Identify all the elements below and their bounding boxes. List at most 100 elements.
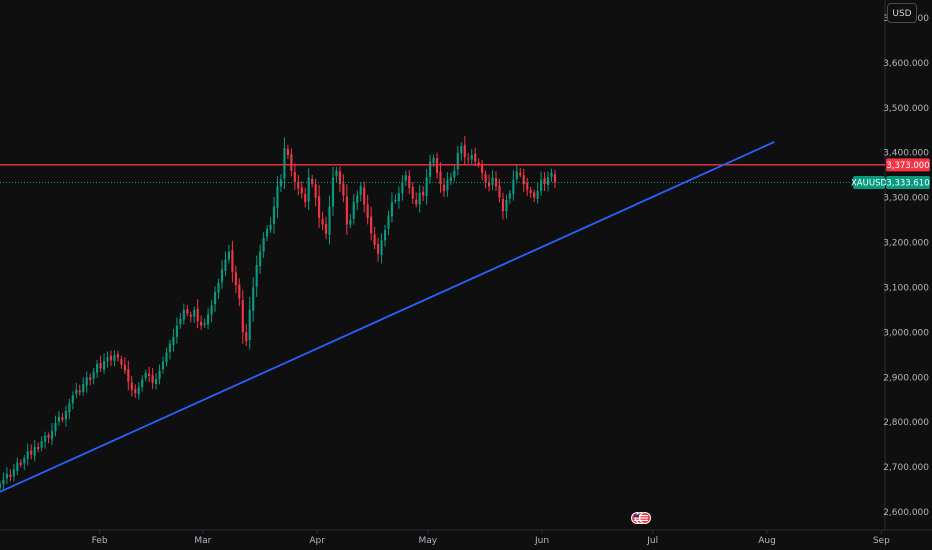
candle [349, 214, 352, 229]
candle [394, 194, 397, 204]
time-tick-label: Mar [194, 536, 211, 546]
candle [179, 312, 182, 329]
candle [248, 297, 251, 350]
price-tick-label: 2,900.000 [883, 373, 929, 383]
candle [165, 347, 168, 367]
candle [380, 233, 383, 264]
price-tick-label: 3,500.000 [883, 104, 929, 114]
candle [338, 166, 341, 193]
candle [40, 436, 43, 452]
candle [418, 184, 421, 213]
candle [89, 373, 92, 386]
candle [390, 192, 394, 223]
candle [109, 350, 113, 367]
trendline[interactable] [0, 141, 775, 493]
candle [314, 178, 317, 207]
candle [57, 410, 61, 426]
candle [220, 260, 224, 289]
candle [151, 368, 154, 390]
candle [463, 136, 466, 165]
candle [481, 160, 484, 181]
candle [68, 398, 71, 420]
candle [335, 166, 338, 183]
last-price-badge: 3,333.610 [886, 176, 930, 190]
candle [422, 186, 425, 201]
candle [241, 290, 244, 344]
candle [533, 189, 536, 203]
candle [276, 176, 279, 219]
candle [487, 174, 491, 192]
price-tick-label: 3,000.000 [883, 328, 929, 338]
candle [311, 174, 314, 188]
candle [259, 244, 262, 275]
candle [373, 226, 376, 250]
candle [54, 415, 57, 437]
candle [494, 171, 498, 191]
candle [37, 442, 40, 453]
candle [196, 299, 199, 329]
candle [158, 364, 161, 385]
candle [411, 182, 414, 204]
time-tick-label: Sep [873, 536, 890, 546]
candle [546, 171, 550, 192]
candle [505, 194, 508, 219]
candle [189, 311, 192, 323]
candle [536, 182, 539, 204]
candle [50, 423, 54, 446]
candle [553, 169, 557, 189]
price-tick-label: 2,700.000 [883, 463, 929, 473]
candle [2, 472, 5, 491]
candle [352, 194, 355, 225]
us-flag-events-icon[interactable] [631, 512, 651, 524]
candle [47, 432, 50, 444]
candle [238, 278, 241, 307]
candle [408, 170, 411, 194]
price-tick-label: 3,600.000 [883, 59, 929, 69]
candle [467, 152, 470, 164]
candle [449, 172, 452, 186]
candle [123, 357, 126, 374]
time-tick-label: May [418, 536, 437, 546]
candle [540, 171, 543, 196]
currency-button[interactable]: USD [887, 3, 917, 23]
time-tick-label: Aug [758, 536, 776, 546]
candle [439, 162, 442, 193]
candle [64, 405, 67, 427]
candle [272, 196, 276, 234]
candle [453, 165, 456, 182]
candle [61, 412, 64, 423]
candle [231, 240, 234, 283]
candle [0, 481, 2, 491]
candle [359, 181, 362, 202]
candle [130, 375, 133, 397]
candle [144, 369, 147, 382]
candle [446, 172, 449, 197]
candle [168, 339, 172, 360]
candle [460, 142, 463, 161]
candle [269, 217, 272, 233]
candle [71, 391, 74, 410]
candle [328, 195, 331, 245]
candle [120, 355, 123, 369]
candle [127, 360, 130, 391]
time-tick-label: Apr [309, 536, 325, 546]
candle [161, 356, 165, 374]
candle [519, 167, 522, 178]
price-tick-label: 3,300.000 [883, 194, 929, 204]
candle [155, 373, 158, 390]
candle [383, 224, 387, 247]
price-tick-label: 3,100.000 [883, 283, 929, 293]
candle [415, 192, 418, 208]
candle [404, 170, 407, 186]
candle [113, 350, 116, 367]
price-tick-label: 3,400.000 [883, 149, 929, 159]
candle [217, 278, 220, 299]
candle [304, 187, 307, 208]
price-badges: 3,373.000 XAUUSD 3,333.610 [851, 158, 930, 190]
candle [498, 178, 501, 203]
time-axis[interactable]: Feb Mar Apr May Jun Jul Aug Sep [92, 530, 890, 546]
candle [82, 377, 85, 396]
candle [290, 148, 293, 177]
candle [515, 164, 518, 184]
